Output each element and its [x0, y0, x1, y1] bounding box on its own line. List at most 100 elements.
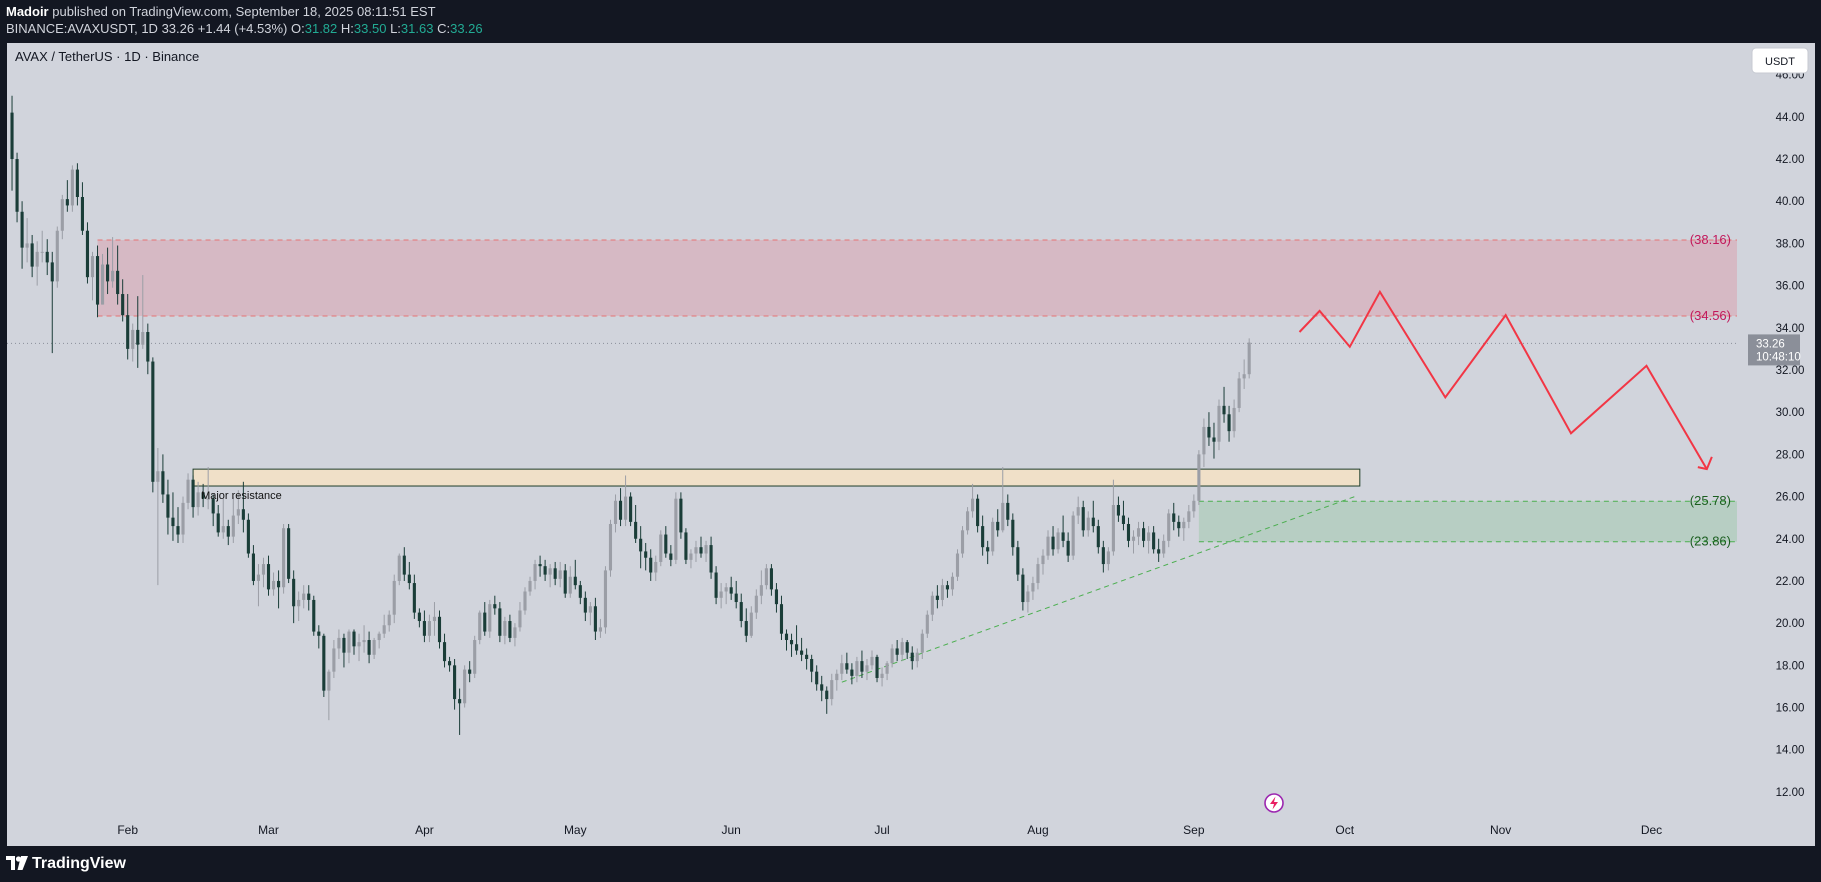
candle-body: [251, 553, 255, 581]
candle-body: [769, 568, 773, 590]
tradingview-logo-icon: [6, 856, 28, 870]
candle-body: [915, 652, 919, 662]
candle-body: [60, 199, 64, 231]
ascending-trendline: [841, 496, 1355, 683]
candle-body: [624, 496, 628, 520]
candle-body: [442, 642, 447, 662]
candle-body: [191, 479, 195, 508]
candle-body: [1006, 502, 1010, 520]
support-zone: [1198, 501, 1737, 542]
chart-title: AVAX / TetherUS · 1D · Binance: [15, 49, 199, 64]
candle-body: [835, 673, 839, 681]
candle-body: [362, 640, 366, 643]
candle-body: [709, 545, 713, 573]
candle-body: [377, 633, 381, 641]
candle-body: [659, 534, 663, 562]
candle-body: [226, 526, 230, 537]
symbol-line: BINANCE:AVAXUSDT, 1D: [6, 21, 158, 36]
candle-body: [161, 471, 165, 495]
candle-body: [417, 612, 421, 622]
last-price: 33.26: [161, 21, 195, 36]
ohlc-close: 33.26: [450, 21, 483, 36]
y-tick-label: 40.00: [1776, 196, 1805, 208]
symbol-info-line: BINANCE:AVAXUSDT, 1D 33.26 +1.44 (+4.53%…: [6, 21, 483, 36]
candle-body: [875, 656, 879, 678]
currency-button[interactable]: [1751, 47, 1809, 74]
candle-body: [337, 637, 341, 649]
candle-body: [714, 572, 718, 598]
candle-body: [1036, 564, 1040, 584]
projection-path: [1298, 289, 1708, 470]
candle-body: [644, 551, 648, 558]
candle-body: [1071, 515, 1075, 556]
candle-body: [694, 547, 698, 554]
author-name[interactable]: Madoir: [6, 4, 49, 19]
candle-body: [453, 665, 457, 700]
candle-body: [1142, 528, 1146, 541]
candle-body: [744, 621, 748, 636]
candle-body: [634, 521, 638, 539]
candle-body: [900, 642, 904, 655]
candle-body: [458, 699, 462, 704]
chart-area[interactable]: Major resistance (38.16) (34.56) (25.78) (23…: [7, 43, 1815, 846]
candle-body: [95, 256, 100, 305]
ohlc-low-label: L:: [390, 21, 401, 36]
candle-body: [1126, 523, 1131, 541]
candle-body: [1222, 405, 1226, 415]
tradingview-brand: TradingView: [32, 855, 126, 872]
y-tick-label: 44.00: [1776, 112, 1805, 124]
candle-body: [50, 262, 54, 282]
candle-body: [277, 580, 281, 588]
ohlc-open: 31.82: [304, 21, 338, 36]
candle-body: [805, 654, 809, 659]
candle-body: [332, 648, 336, 672]
candle-body: [1096, 526, 1100, 548]
candle-body: [478, 612, 482, 641]
candle-body: [503, 621, 507, 636]
candle-body: [955, 553, 960, 577]
candle-body: [1106, 551, 1110, 565]
candle-body: [885, 663, 889, 674]
candle-body: [830, 680, 834, 700]
candle-body: [1237, 378, 1241, 408]
x-tick-label: Jun: [722, 823, 741, 837]
ohlc-high: 33.50: [353, 21, 387, 36]
candle-body: [1031, 583, 1035, 592]
candle-body: [312, 599, 316, 632]
candle-countdown: 10:48:10: [1756, 351, 1801, 363]
candle-body: [810, 659, 814, 672]
candle-body: [935, 595, 939, 600]
candle-body: [382, 625, 386, 634]
candle-body: [10, 112, 14, 160]
candle-body: [40, 251, 44, 253]
candle-body: [201, 492, 205, 499]
publish-info: Madoir published on TradingView.com, Sep…: [6, 4, 436, 19]
candle-body: [1121, 515, 1126, 524]
candle-body: [427, 621, 432, 636]
candle-body: [1016, 547, 1020, 575]
price-chart[interactable]: Major resistance (38.16) (34.56) (25.78) (23…: [7, 43, 1815, 846]
candle-body: [749, 612, 753, 636]
candle-body: [1046, 536, 1050, 556]
candle-body: [1202, 426, 1206, 455]
candle-body: [1081, 507, 1085, 531]
candle-body: [412, 583, 416, 613]
candle-body: [1076, 507, 1080, 516]
candle-body: [171, 517, 175, 527]
candle-body: [271, 580, 276, 590]
candle-body: [593, 606, 597, 632]
candle-body: [825, 690, 829, 700]
candle-body: [463, 669, 467, 704]
candle-body: [1147, 532, 1151, 541]
candle-body: [689, 553, 693, 560]
candle-body: [437, 616, 442, 643]
candle-body: [729, 587, 733, 594]
x-tick-label: Feb: [117, 823, 138, 837]
y-tick-label: 36.00: [1776, 281, 1805, 293]
candle-body: [764, 568, 768, 586]
candle-body: [1136, 528, 1141, 537]
candle-body: [603, 570, 608, 628]
candle-body: [327, 671, 331, 691]
candle-body: [1187, 511, 1191, 522]
tradingview-logo[interactable]: TradingView: [6, 855, 126, 873]
